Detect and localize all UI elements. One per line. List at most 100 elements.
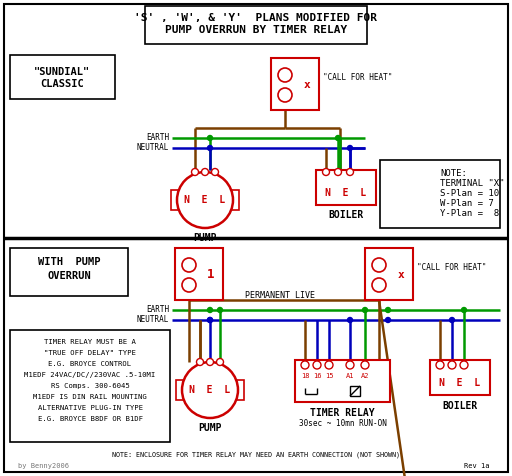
Circle shape xyxy=(207,317,212,323)
Circle shape xyxy=(218,307,223,313)
Circle shape xyxy=(347,169,353,176)
Circle shape xyxy=(191,169,199,176)
Bar xyxy=(171,190,179,210)
Circle shape xyxy=(348,317,352,323)
Text: E.G. BROYCE B8DF OR B1DF: E.G. BROYCE B8DF OR B1DF xyxy=(37,416,142,422)
Bar xyxy=(380,160,500,228)
Circle shape xyxy=(334,169,342,176)
Text: N  E  L: N E L xyxy=(184,195,226,205)
Text: ALTERNATIVE PLUG-IN TYPE: ALTERNATIVE PLUG-IN TYPE xyxy=(37,405,142,411)
Bar xyxy=(430,360,490,395)
Circle shape xyxy=(207,317,212,323)
Circle shape xyxy=(211,169,219,176)
Text: W-Plan = 7: W-Plan = 7 xyxy=(440,199,494,208)
Bar xyxy=(350,386,360,396)
Circle shape xyxy=(386,307,391,313)
Circle shape xyxy=(207,136,212,140)
Text: PERMANENT LIVE: PERMANENT LIVE xyxy=(245,290,315,299)
Text: WITH  PUMP: WITH PUMP xyxy=(38,257,100,267)
Text: "TRUE OFF DELAY" TYPE: "TRUE OFF DELAY" TYPE xyxy=(44,350,136,356)
Bar xyxy=(365,248,413,300)
Text: NEUTRAL: NEUTRAL xyxy=(137,143,169,152)
Bar xyxy=(295,360,390,402)
Text: TIMER RELAY: TIMER RELAY xyxy=(310,408,375,418)
Text: A2: A2 xyxy=(361,373,369,379)
Text: RS Comps. 300-6045: RS Comps. 300-6045 xyxy=(51,383,130,389)
Text: PUMP: PUMP xyxy=(198,423,222,433)
Bar xyxy=(10,330,170,442)
Bar xyxy=(175,248,223,300)
Text: TERMINAL "X": TERMINAL "X" xyxy=(440,179,504,188)
Bar xyxy=(10,248,128,296)
Text: 1: 1 xyxy=(207,268,215,281)
Circle shape xyxy=(197,358,203,366)
Text: Y-Plan =  8: Y-Plan = 8 xyxy=(440,209,499,218)
Text: BOILER: BOILER xyxy=(328,210,364,220)
Circle shape xyxy=(362,307,368,313)
Bar xyxy=(231,190,239,210)
Text: NOTE:: NOTE: xyxy=(440,169,467,178)
Circle shape xyxy=(278,88,292,102)
Text: OVERRUN: OVERRUN xyxy=(47,271,91,281)
Text: "SUNDIAL": "SUNDIAL" xyxy=(34,67,90,77)
Circle shape xyxy=(323,169,330,176)
Text: EARTH: EARTH xyxy=(146,306,169,315)
Text: M1EDF IS DIN RAIL MOUNTING: M1EDF IS DIN RAIL MOUNTING xyxy=(33,394,147,400)
Text: x: x xyxy=(304,80,310,90)
Circle shape xyxy=(386,317,391,323)
Circle shape xyxy=(436,361,444,369)
Text: N  E  L: N E L xyxy=(189,385,230,395)
Text: S-Plan = 10: S-Plan = 10 xyxy=(440,189,499,198)
Text: E.G. BROYCE CONTROL: E.G. BROYCE CONTROL xyxy=(49,361,132,367)
Circle shape xyxy=(278,68,292,82)
Text: PUMP: PUMP xyxy=(193,233,217,243)
Bar xyxy=(271,58,319,110)
Text: N  E  L: N E L xyxy=(439,377,481,387)
Circle shape xyxy=(202,169,208,176)
Text: by Benny2006: by Benny2006 xyxy=(18,463,69,469)
Text: NOTE: ENCLOSURE FOR TIMER RELAY MAY NEED AN EARTH CONNECTION (NOT SHOWN): NOTE: ENCLOSURE FOR TIMER RELAY MAY NEED… xyxy=(112,452,400,458)
Circle shape xyxy=(372,258,386,272)
Text: "CALL FOR HEAT": "CALL FOR HEAT" xyxy=(417,264,486,272)
Bar xyxy=(10,55,115,99)
Circle shape xyxy=(346,361,354,369)
Circle shape xyxy=(448,361,456,369)
Text: 18: 18 xyxy=(301,373,309,379)
Circle shape xyxy=(325,361,333,369)
Text: NEUTRAL: NEUTRAL xyxy=(137,316,169,325)
Text: N  E  L: N E L xyxy=(326,188,367,198)
Bar xyxy=(236,380,244,400)
Circle shape xyxy=(301,361,309,369)
Circle shape xyxy=(335,136,340,140)
Bar xyxy=(145,6,367,44)
Circle shape xyxy=(460,361,468,369)
Text: x: x xyxy=(398,270,404,280)
Text: 30sec ~ 10mn RUN-ON: 30sec ~ 10mn RUN-ON xyxy=(298,418,387,427)
Bar xyxy=(176,380,184,400)
Text: Rev 1a: Rev 1a xyxy=(464,463,490,469)
Circle shape xyxy=(313,361,321,369)
Ellipse shape xyxy=(182,362,238,418)
Ellipse shape xyxy=(177,172,233,228)
Circle shape xyxy=(372,278,386,292)
Text: 16: 16 xyxy=(313,373,321,379)
Circle shape xyxy=(207,146,212,150)
Text: A1: A1 xyxy=(346,373,354,379)
Text: 15: 15 xyxy=(325,373,333,379)
Text: M1EDF 24VAC/DC//230VAC .5-10MI: M1EDF 24VAC/DC//230VAC .5-10MI xyxy=(25,372,156,378)
Circle shape xyxy=(182,258,196,272)
Circle shape xyxy=(361,361,369,369)
Circle shape xyxy=(217,358,224,366)
Text: CLASSIC: CLASSIC xyxy=(40,79,84,89)
Text: TIMER RELAY MUST BE A: TIMER RELAY MUST BE A xyxy=(44,339,136,345)
Circle shape xyxy=(206,358,214,366)
Circle shape xyxy=(461,307,466,313)
Text: EARTH: EARTH xyxy=(146,133,169,142)
Circle shape xyxy=(182,278,196,292)
Text: "CALL FOR HEAT": "CALL FOR HEAT" xyxy=(323,73,392,82)
Bar xyxy=(316,170,376,205)
Circle shape xyxy=(348,146,352,150)
Text: 'S' , 'W', & 'Y'  PLANS MODIFIED FOR: 'S' , 'W', & 'Y' PLANS MODIFIED FOR xyxy=(135,13,377,23)
Text: PUMP OVERRUN BY TIMER RELAY: PUMP OVERRUN BY TIMER RELAY xyxy=(165,25,347,35)
Circle shape xyxy=(450,317,455,323)
